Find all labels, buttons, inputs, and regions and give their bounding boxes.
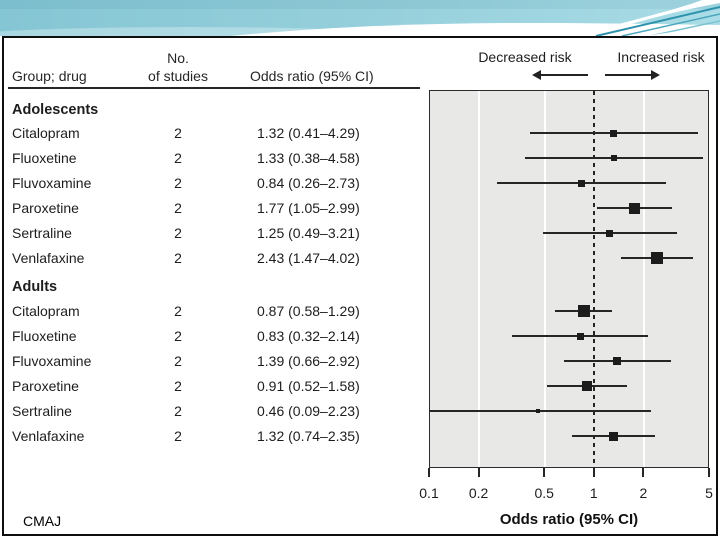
axis-tick xyxy=(543,468,546,477)
group-header: Adolescents xyxy=(12,102,99,118)
or-marker xyxy=(536,409,541,413)
group-header: Adults xyxy=(12,279,58,295)
axis-tick-label: 0.5 xyxy=(534,485,554,501)
decreased-risk-label: Decreased risk xyxy=(478,49,572,65)
drug-label: Citalopram xyxy=(12,125,80,141)
or-ci-text: 1.77 (1.05–2.99) xyxy=(257,200,360,216)
drug-label: Paroxetine xyxy=(12,200,79,216)
or-ci-text: 0.87 (0.58–1.29) xyxy=(257,303,360,319)
studies-count: 2 xyxy=(174,150,182,166)
drug-label: Sertraline xyxy=(12,403,72,419)
axis-tick-label: 2 xyxy=(639,485,648,501)
axis-tick xyxy=(477,468,480,477)
left-arrow-icon xyxy=(532,70,541,80)
forest-plot-figure: Group; drug No. of studies Odds ratio (9… xyxy=(2,36,718,536)
or-marker xyxy=(582,381,593,391)
swoosh-decoration xyxy=(0,0,720,57)
studies-count: 2 xyxy=(174,303,182,319)
or-ci-text: 1.32 (0.41–4.29) xyxy=(257,125,360,141)
or-ci-text: 0.46 (0.09–2.23) xyxy=(257,403,360,419)
drug-label: Paroxetine xyxy=(12,378,79,394)
axis-tick xyxy=(592,468,595,477)
header-divider xyxy=(8,87,420,89)
studies-count: 2 xyxy=(174,225,182,241)
axis-tick xyxy=(642,468,645,477)
drug-label: Venlafaxine xyxy=(12,250,85,266)
studies-count: 2 xyxy=(174,428,182,444)
increased-risk-label: Increased risk xyxy=(617,49,705,65)
or-ci-text: 0.83 (0.32–2.14) xyxy=(257,328,360,344)
plot-area xyxy=(429,90,709,468)
reference-line xyxy=(592,91,595,467)
or-marker xyxy=(577,179,585,187)
axis-tick-label: 5 xyxy=(705,485,713,501)
studies-count: 2 xyxy=(174,378,182,394)
or-ci-text: 1.25 (0.49–3.21) xyxy=(257,225,360,241)
or-marker xyxy=(629,202,641,214)
x-axis-title: Odds ratio (95% CI) xyxy=(499,511,639,528)
or-ci-text: 0.84 (0.26–2.73) xyxy=(257,175,360,191)
studies-count: 2 xyxy=(174,353,182,369)
studies-count: 2 xyxy=(174,328,182,344)
drug-label: Fluvoxamine xyxy=(12,175,92,191)
drug-label: Venlafaxine xyxy=(12,428,85,444)
column-header-group: Group; drug xyxy=(12,68,87,84)
or-marker xyxy=(651,252,664,264)
or-marker xyxy=(577,305,590,317)
studies-count: 2 xyxy=(174,175,182,191)
drug-label: Sertraline xyxy=(12,225,72,241)
axis-tick-label: 0.2 xyxy=(468,485,489,501)
gridline xyxy=(642,91,645,467)
column-header-studies-line2: of studies xyxy=(148,68,208,84)
studies-count: 2 xyxy=(174,403,182,419)
or-marker xyxy=(611,155,618,161)
studies-count: 2 xyxy=(174,125,182,141)
or-marker xyxy=(576,332,584,340)
or-marker xyxy=(609,431,619,441)
axis-tick-label: 1 xyxy=(589,485,598,501)
or-marker xyxy=(610,129,618,137)
or-ci-text: 1.32 (0.74–2.35) xyxy=(257,428,360,444)
axis-tick xyxy=(428,468,430,477)
or-ci-text: 2.43 (1.47–4.02) xyxy=(257,250,360,266)
or-marker xyxy=(606,229,614,237)
axis-tick-label: 0.1 xyxy=(419,485,439,501)
gridline xyxy=(478,91,481,467)
or-marker xyxy=(613,357,622,365)
drug-label: Fluoxetine xyxy=(12,328,77,344)
right-arrow-line xyxy=(605,74,652,76)
drug-label: Fluvoxamine xyxy=(12,353,92,369)
column-header-odds-ratio: Odds ratio (95% CI) xyxy=(250,68,374,84)
gridline xyxy=(543,91,546,467)
drug-label: Citalopram xyxy=(12,303,80,319)
journal-label: CMAJ xyxy=(23,513,62,529)
or-ci-text: 0.91 (0.52–1.58) xyxy=(257,378,360,394)
slide-header-band xyxy=(0,0,720,57)
left-arrow-line xyxy=(541,74,588,76)
axis-tick xyxy=(708,468,710,477)
column-header-studies-line1: No. xyxy=(167,50,189,66)
right-arrow-icon xyxy=(651,70,660,80)
drug-label: Fluoxetine xyxy=(12,150,77,166)
studies-count: 2 xyxy=(174,250,182,266)
studies-count: 2 xyxy=(174,200,182,216)
or-ci-text: 1.33 (0.38–4.58) xyxy=(257,150,360,166)
or-ci-text: 1.39 (0.66–2.92) xyxy=(257,353,360,369)
